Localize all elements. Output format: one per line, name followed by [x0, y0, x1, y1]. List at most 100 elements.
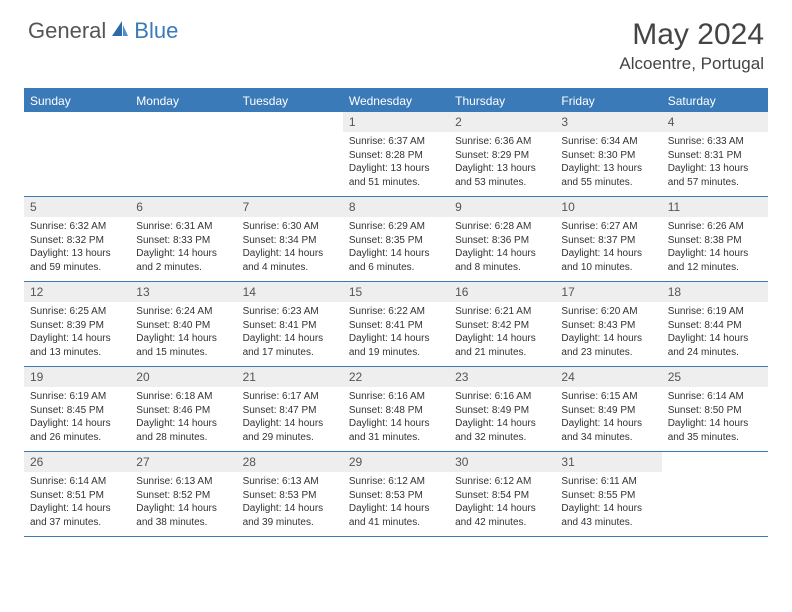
- daylight-text: Daylight: 13 hours and 55 minutes.: [561, 162, 655, 189]
- day-cell: 18Sunrise: 6:19 AMSunset: 8:44 PMDayligh…: [662, 282, 768, 366]
- day-number: 1: [343, 112, 449, 132]
- brand-logo: General Blue: [28, 18, 178, 44]
- day-cell: 31Sunrise: 6:11 AMSunset: 8:55 PMDayligh…: [555, 452, 661, 536]
- day-number: 9: [449, 197, 555, 217]
- day-number: 8: [343, 197, 449, 217]
- day-body: Sunrise: 6:19 AMSunset: 8:44 PMDaylight:…: [662, 302, 768, 365]
- sunrise-text: Sunrise: 6:33 AM: [668, 135, 762, 149]
- day-cell: 16Sunrise: 6:21 AMSunset: 8:42 PMDayligh…: [449, 282, 555, 366]
- day-cell: 30Sunrise: 6:12 AMSunset: 8:54 PMDayligh…: [449, 452, 555, 536]
- day-number: 12: [24, 282, 130, 302]
- title-block: May 2024 Alcoentre, Portugal: [619, 18, 764, 74]
- daylight-text: Daylight: 14 hours and 34 minutes.: [561, 417, 655, 444]
- daylight-text: Daylight: 14 hours and 28 minutes.: [136, 417, 230, 444]
- day-number: 5: [24, 197, 130, 217]
- day-cell: 20Sunrise: 6:18 AMSunset: 8:46 PMDayligh…: [130, 367, 236, 451]
- daylight-text: Daylight: 14 hours and 32 minutes.: [455, 417, 549, 444]
- day-body: Sunrise: 6:26 AMSunset: 8:38 PMDaylight:…: [662, 217, 768, 280]
- sunset-text: Sunset: 8:38 PM: [668, 234, 762, 248]
- sunrise-text: Sunrise: 6:32 AM: [30, 220, 124, 234]
- day-cell: 6Sunrise: 6:31 AMSunset: 8:33 PMDaylight…: [130, 197, 236, 281]
- sunset-text: Sunset: 8:41 PM: [243, 319, 337, 333]
- day-number: 20: [130, 367, 236, 387]
- day-cell: 12Sunrise: 6:25 AMSunset: 8:39 PMDayligh…: [24, 282, 130, 366]
- daylight-text: Daylight: 13 hours and 51 minutes.: [349, 162, 443, 189]
- day-cell: 2Sunrise: 6:36 AMSunset: 8:29 PMDaylight…: [449, 112, 555, 196]
- daylight-text: Daylight: 14 hours and 43 minutes.: [561, 502, 655, 529]
- day-cell: 28Sunrise: 6:13 AMSunset: 8:53 PMDayligh…: [237, 452, 343, 536]
- day-body: Sunrise: 6:21 AMSunset: 8:42 PMDaylight:…: [449, 302, 555, 365]
- day-header: Sunday: [24, 90, 130, 112]
- daylight-text: Daylight: 14 hours and 23 minutes.: [561, 332, 655, 359]
- daylight-text: Daylight: 14 hours and 26 minutes.: [30, 417, 124, 444]
- sunrise-text: Sunrise: 6:20 AM: [561, 305, 655, 319]
- day-cell: [130, 112, 236, 196]
- day-header: Wednesday: [343, 90, 449, 112]
- sunset-text: Sunset: 8:28 PM: [349, 149, 443, 163]
- day-number: 25: [662, 367, 768, 387]
- day-body: Sunrise: 6:36 AMSunset: 8:29 PMDaylight:…: [449, 132, 555, 195]
- sunrise-text: Sunrise: 6:36 AM: [455, 135, 549, 149]
- day-body: Sunrise: 6:13 AMSunset: 8:52 PMDaylight:…: [130, 472, 236, 535]
- daylight-text: Daylight: 14 hours and 42 minutes.: [455, 502, 549, 529]
- day-number: [24, 112, 130, 132]
- day-header: Saturday: [662, 90, 768, 112]
- sunrise-text: Sunrise: 6:28 AM: [455, 220, 549, 234]
- day-number: 29: [343, 452, 449, 472]
- sunrise-text: Sunrise: 6:19 AM: [668, 305, 762, 319]
- day-cell: 19Sunrise: 6:19 AMSunset: 8:45 PMDayligh…: [24, 367, 130, 451]
- sunrise-text: Sunrise: 6:15 AM: [561, 390, 655, 404]
- day-cell: 29Sunrise: 6:12 AMSunset: 8:53 PMDayligh…: [343, 452, 449, 536]
- sunrise-text: Sunrise: 6:30 AM: [243, 220, 337, 234]
- day-cell: 4Sunrise: 6:33 AMSunset: 8:31 PMDaylight…: [662, 112, 768, 196]
- day-number: 18: [662, 282, 768, 302]
- day-number: 31: [555, 452, 661, 472]
- sunset-text: Sunset: 8:47 PM: [243, 404, 337, 418]
- day-cell: 8Sunrise: 6:29 AMSunset: 8:35 PMDaylight…: [343, 197, 449, 281]
- sunset-text: Sunset: 8:50 PM: [668, 404, 762, 418]
- day-cell: [662, 452, 768, 536]
- daylight-text: Daylight: 14 hours and 15 minutes.: [136, 332, 230, 359]
- day-cell: 11Sunrise: 6:26 AMSunset: 8:38 PMDayligh…: [662, 197, 768, 281]
- day-body: Sunrise: 6:12 AMSunset: 8:53 PMDaylight:…: [343, 472, 449, 535]
- daylight-text: Daylight: 13 hours and 53 minutes.: [455, 162, 549, 189]
- day-cell: 10Sunrise: 6:27 AMSunset: 8:37 PMDayligh…: [555, 197, 661, 281]
- sunrise-text: Sunrise: 6:17 AM: [243, 390, 337, 404]
- day-header: Monday: [130, 90, 236, 112]
- daylight-text: Daylight: 14 hours and 17 minutes.: [243, 332, 337, 359]
- sunset-text: Sunset: 8:37 PM: [561, 234, 655, 248]
- day-number: 4: [662, 112, 768, 132]
- day-cell: [24, 112, 130, 196]
- day-body: Sunrise: 6:28 AMSunset: 8:36 PMDaylight:…: [449, 217, 555, 280]
- day-number: 17: [555, 282, 661, 302]
- day-number: 21: [237, 367, 343, 387]
- day-body: Sunrise: 6:34 AMSunset: 8:30 PMDaylight:…: [555, 132, 661, 195]
- day-number: [130, 112, 236, 132]
- day-cell: 13Sunrise: 6:24 AMSunset: 8:40 PMDayligh…: [130, 282, 236, 366]
- month-title: May 2024: [619, 18, 764, 52]
- day-body: Sunrise: 6:12 AMSunset: 8:54 PMDaylight:…: [449, 472, 555, 535]
- day-cell: 21Sunrise: 6:17 AMSunset: 8:47 PMDayligh…: [237, 367, 343, 451]
- day-body: Sunrise: 6:17 AMSunset: 8:47 PMDaylight:…: [237, 387, 343, 450]
- sunrise-text: Sunrise: 6:12 AM: [349, 475, 443, 489]
- sunset-text: Sunset: 8:40 PM: [136, 319, 230, 333]
- sunset-text: Sunset: 8:42 PM: [455, 319, 549, 333]
- day-body: Sunrise: 6:16 AMSunset: 8:48 PMDaylight:…: [343, 387, 449, 450]
- sunrise-text: Sunrise: 6:12 AM: [455, 475, 549, 489]
- sunset-text: Sunset: 8:43 PM: [561, 319, 655, 333]
- daylight-text: Daylight: 14 hours and 13 minutes.: [30, 332, 124, 359]
- day-header: Thursday: [449, 90, 555, 112]
- day-number: 19: [24, 367, 130, 387]
- sunrise-text: Sunrise: 6:13 AM: [136, 475, 230, 489]
- day-cell: 24Sunrise: 6:15 AMSunset: 8:49 PMDayligh…: [555, 367, 661, 451]
- sunrise-text: Sunrise: 6:34 AM: [561, 135, 655, 149]
- day-number: [662, 452, 768, 472]
- sunset-text: Sunset: 8:29 PM: [455, 149, 549, 163]
- sunrise-text: Sunrise: 6:37 AM: [349, 135, 443, 149]
- location-label: Alcoentre, Portugal: [619, 54, 764, 74]
- day-number: 16: [449, 282, 555, 302]
- sunrise-text: Sunrise: 6:16 AM: [455, 390, 549, 404]
- day-header-row: SundayMondayTuesdayWednesdayThursdayFrid…: [24, 90, 768, 112]
- sunset-text: Sunset: 8:46 PM: [136, 404, 230, 418]
- day-body: Sunrise: 6:20 AMSunset: 8:43 PMDaylight:…: [555, 302, 661, 365]
